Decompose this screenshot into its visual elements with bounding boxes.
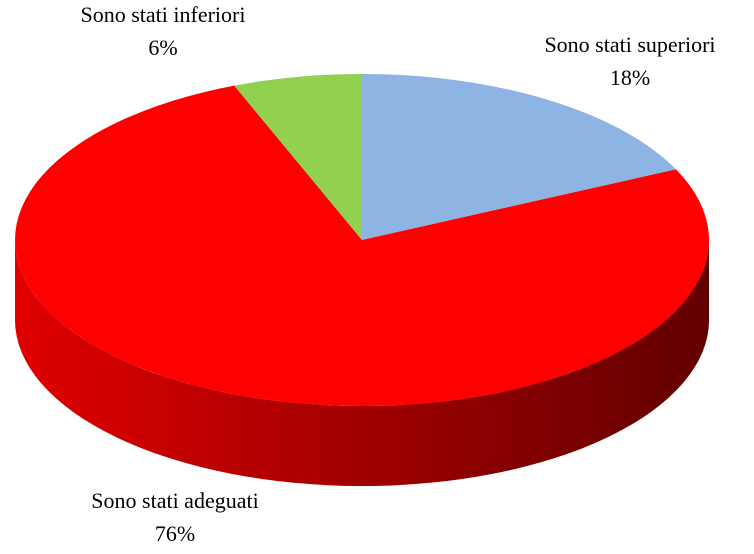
pie-side-shade: [15, 240, 709, 486]
slice-label: Sono stati superiori: [544, 32, 715, 57]
slice-label: Sono stati inferiori: [81, 2, 246, 27]
pie-slice: [362, 74, 676, 240]
pie-slice: [234, 74, 362, 240]
slice-label: Sono stati adeguati: [91, 488, 258, 513]
pie-slice: [14, 85, 709, 406]
slice-value-label: 76%: [155, 521, 195, 546]
slice-value-label: 6%: [148, 35, 177, 60]
slice-value-label: 18%: [610, 65, 650, 90]
